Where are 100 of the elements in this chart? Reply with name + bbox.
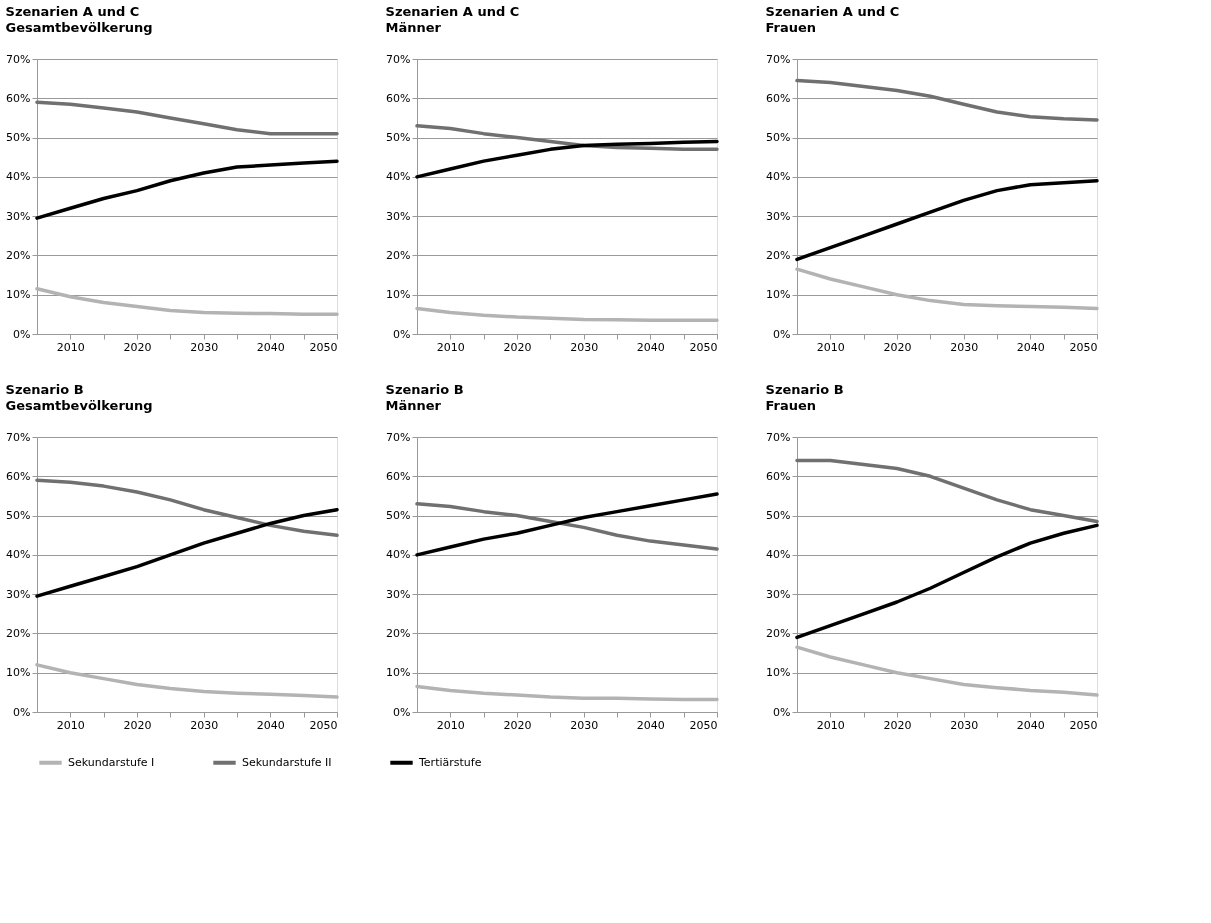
chart-title: Szenario B	[765, 382, 844, 397]
line-series	[35, 478, 339, 537]
line-series	[415, 502, 719, 551]
x-tick-label: 2030	[950, 340, 979, 354]
x-tick-label: 2040	[256, 340, 285, 354]
legend-label: Tertiärstufe	[418, 755, 482, 769]
line-series	[795, 523, 1099, 640]
y-tick-label: 70%	[386, 52, 411, 66]
chart-subtitle: Gesamtbevölkerung	[5, 398, 153, 413]
y-tick-label: 40%	[766, 170, 791, 184]
y-tick-label: 50%	[6, 509, 31, 523]
y-tick-label: 60%	[386, 91, 411, 105]
y-tick-label: 0%	[393, 327, 411, 341]
x-tick-label: 2030	[570, 340, 599, 354]
y-tick-label: 0%	[13, 327, 31, 341]
line-series	[415, 306, 719, 322]
x-tick-label: 2040	[636, 340, 665, 354]
x-tick-label: 2050	[1069, 718, 1098, 732]
line-series	[35, 507, 339, 598]
y-tick-label: 0%	[393, 705, 411, 719]
y-tick-label: 0%	[773, 327, 791, 341]
x-tick-label: 2030	[190, 718, 219, 732]
line-series	[35, 663, 339, 699]
x-tick-label: 2010	[816, 340, 845, 354]
y-tick-label: 60%	[386, 469, 411, 483]
line-series	[415, 492, 719, 557]
y-tick-label: 70%	[766, 52, 791, 66]
x-tick-label: 2050	[689, 340, 718, 354]
y-tick-label: 10%	[386, 666, 411, 680]
x-tick-label: 2050	[689, 718, 718, 732]
y-tick-label: 60%	[6, 469, 31, 483]
x-tick-label: 2010	[816, 718, 845, 732]
x-tick-label: 2010	[436, 718, 465, 732]
y-tick-label: 10%	[766, 666, 791, 680]
x-tick-label: 2040	[1016, 340, 1045, 354]
x-tick-label: 2050	[1069, 340, 1098, 354]
y-tick-label: 20%	[386, 626, 411, 640]
y-tick-label: 30%	[386, 587, 411, 601]
y-tick-label: 20%	[6, 248, 31, 262]
line-series	[35, 287, 339, 317]
y-tick-label: 70%	[766, 430, 791, 444]
y-tick-label: 30%	[6, 587, 31, 601]
x-tick-label: 2040	[256, 718, 285, 732]
chart-subtitle: Männer	[385, 398, 442, 413]
y-tick-label: 30%	[6, 209, 31, 223]
y-tick-label: 70%	[6, 52, 31, 66]
y-tick-label: 0%	[13, 705, 31, 719]
y-tick-label: 40%	[6, 170, 31, 184]
y-tick-label: 40%	[386, 170, 411, 184]
x-tick-label: 2050	[309, 718, 338, 732]
legend-label: Sekundarstufe II	[242, 755, 332, 769]
line-series	[795, 78, 1099, 122]
y-tick-label: 10%	[386, 288, 411, 302]
line-series	[795, 267, 1099, 311]
y-tick-label: 30%	[386, 209, 411, 223]
chart-title: Szenarien A und C	[385, 4, 520, 19]
y-tick-label: 10%	[766, 288, 791, 302]
y-tick-label: 30%	[766, 587, 791, 601]
x-tick-label: 2020	[123, 718, 152, 732]
x-tick-label: 2010	[56, 340, 85, 354]
x-tick-label: 2020	[503, 718, 532, 732]
x-tick-label: 2040	[636, 718, 665, 732]
chart-subtitle: Frauen	[765, 20, 817, 35]
y-tick-label: 40%	[766, 548, 791, 562]
y-tick-label: 20%	[766, 626, 791, 640]
line-series	[795, 645, 1099, 697]
chart-title: Szenarien A und C	[765, 4, 900, 19]
chart-subtitle: Männer	[385, 20, 442, 35]
x-tick-label: 2030	[950, 718, 979, 732]
y-tick-label: 60%	[766, 469, 791, 483]
line-series	[35, 100, 339, 136]
x-tick-label: 2020	[123, 340, 152, 354]
y-tick-label: 20%	[6, 626, 31, 640]
x-tick-label: 2020	[883, 340, 912, 354]
y-tick-label: 40%	[386, 548, 411, 562]
line-series	[795, 458, 1099, 524]
y-tick-label: 60%	[6, 91, 31, 105]
y-tick-label: 10%	[6, 288, 31, 302]
legend-label: Sekundarstufe I	[68, 755, 155, 769]
line-series	[415, 684, 719, 702]
chart-title: Szenarien A und C	[5, 4, 140, 19]
x-tick-label: 2020	[503, 340, 532, 354]
y-tick-label: 50%	[386, 131, 411, 145]
chart-subtitle: Gesamtbevölkerung	[5, 20, 153, 35]
chart-title: Szenario B	[5, 382, 84, 397]
y-tick-label: 20%	[766, 248, 791, 262]
line-series	[795, 179, 1099, 262]
y-tick-label: 10%	[6, 666, 31, 680]
chart-title: Szenario B	[385, 382, 464, 397]
y-tick-label: 40%	[6, 548, 31, 562]
x-tick-label: 2040	[1016, 718, 1045, 732]
line-series	[415, 139, 719, 179]
chart-subtitle: Frauen	[765, 398, 817, 413]
y-tick-label: 70%	[6, 430, 31, 444]
x-tick-label: 2010	[436, 340, 465, 354]
y-tick-label: 50%	[6, 131, 31, 145]
x-tick-label: 2030	[570, 718, 599, 732]
y-tick-label: 20%	[386, 248, 411, 262]
y-tick-label: 50%	[386, 509, 411, 523]
x-tick-label: 2030	[190, 340, 219, 354]
